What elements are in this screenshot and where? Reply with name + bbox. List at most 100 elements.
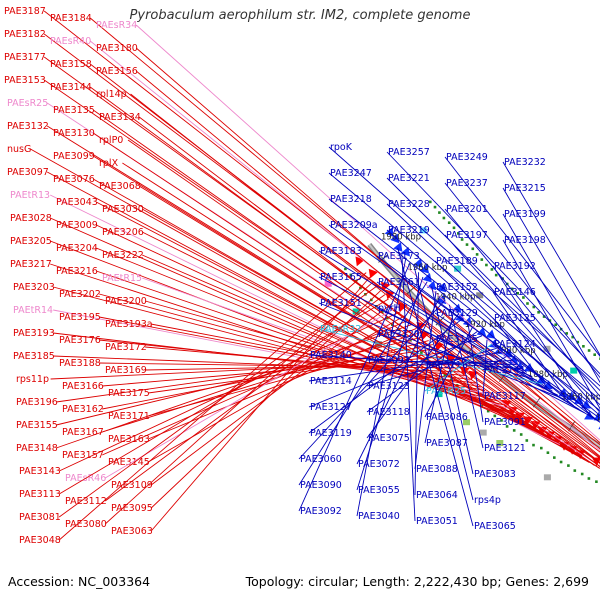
forward-callout-line: [50, 240, 532, 426]
forward-gene-label: PAE3156: [96, 66, 138, 77]
gc-skew-dot: [349, 273, 353, 277]
reverse-callout-line: [356, 276, 424, 491]
reverse-gene-label: PAE3197: [446, 230, 488, 241]
reverse-gene-label: PAEsR32: [320, 324, 361, 335]
gc-skew-dot: [490, 268, 494, 271]
forward-callout-line: [96, 270, 513, 413]
reverse-gene-arrow: [422, 272, 432, 283]
gc-skew-dot: [500, 419, 503, 422]
reverse-callout-line: [298, 281, 428, 486]
reverse-gene-label: PAE3060: [300, 454, 342, 465]
forward-gene-label: PAE3216: [56, 266, 98, 277]
cog-block: [543, 474, 551, 481]
forward-gene-label: PAE3193a: [105, 319, 153, 330]
gc-skew-dot: [553, 456, 556, 459]
gc-skew-dot: [546, 451, 550, 454]
reverse-callout-line: [356, 257, 407, 517]
reverse-gene-label: PAE3219: [388, 225, 430, 236]
cog-block: [463, 419, 470, 426]
forward-gene-label: PAE3200: [105, 296, 147, 307]
gc-skew-dot: [380, 310, 384, 314]
reverse-callout-line: [502, 161, 600, 329]
reverse-callout-line: [434, 338, 532, 377]
gc-skew-dot: [540, 446, 543, 450]
forward-callout-line: [138, 116, 600, 468]
forward-gene-label: PAE3166: [62, 381, 104, 392]
forward-gene-label: PAE3182: [4, 29, 46, 40]
reverse-gene-label: PAE3129: [436, 308, 478, 319]
forward-gene-label: PAE3113: [19, 489, 61, 500]
forward-gene-label: PAE3202: [59, 289, 101, 300]
forward-gene-label: PAE3193: [13, 328, 55, 339]
forward-gene-label: PAE3171: [108, 411, 150, 422]
reverse-gene-label: PAE3192: [494, 261, 536, 272]
reverse-callout-line: [492, 343, 527, 373]
gc-skew-dot: [565, 332, 568, 335]
reverse-gene-label: PAE3228: [388, 199, 430, 210]
gc-skew-dot: [537, 311, 540, 314]
reverse-gene-label: PAE3189: [436, 256, 478, 267]
forward-gene-label: PAEsR25: [7, 98, 48, 109]
forward-gene-label: PAEtR14: [13, 305, 53, 316]
gc-skew-dot: [587, 349, 591, 352]
gc-skew-dot: [525, 439, 529, 442]
kbp-tick-mark: [499, 371, 508, 382]
forward-gene-label: PAE3196: [16, 397, 58, 408]
reverse-gene-label: PAE3140: [310, 350, 352, 361]
forward-callout-line: [50, 359, 450, 380]
kbp-tick-label: 1860 kbp: [561, 393, 600, 403]
reverse-callout-line: [366, 313, 459, 439]
reverse-callout-line: [444, 208, 600, 398]
forward-gene-label: rpl14p: [96, 89, 127, 100]
forward-gene-label: PAE3068: [99, 181, 141, 192]
reverse-callout-line: [502, 213, 600, 384]
gc-skew-dot: [397, 328, 401, 331]
forward-gene-label: PAE3217: [10, 259, 52, 270]
forward-gene-label: PAE3184: [50, 13, 92, 24]
reverse-gene-label: PAE3161: [378, 277, 420, 288]
forward-gene-label: nusG: [7, 144, 31, 155]
forward-callout-line: [150, 276, 371, 532]
cog-block: [479, 429, 487, 436]
gc-skew-dot: [516, 292, 519, 295]
reverse-callout-line: [356, 295, 441, 465]
reverse-gene-label: PAE3055: [358, 485, 400, 496]
reverse-gene-label: PAE3040: [358, 511, 400, 522]
reverse-gene-label: PAE3151: [320, 298, 362, 309]
reverse-gene-label: PAE3087: [426, 438, 468, 449]
forward-callout-line: [102, 332, 421, 433]
backbone-highlight: [368, 243, 600, 447]
reverse-gene-label: PAE3117: [484, 391, 526, 402]
kbp-tick-label: 1920 kbp: [465, 320, 505, 330]
kbp-tick-label: 1980 kbp: [381, 233, 421, 243]
forward-gene-label: PAE3143: [19, 466, 61, 477]
forward-callout-line: [56, 336, 425, 426]
forward-gene-label: PAE3043: [56, 197, 98, 208]
cog-block: [496, 440, 504, 446]
cog-block: [454, 265, 462, 272]
gc-skew-dot: [542, 315, 546, 318]
reverse-gene-label: PAE3116: [426, 360, 468, 371]
gc-skew-dot: [457, 232, 460, 235]
forward-gene-label: PAE3177: [4, 52, 46, 63]
gc-skew-dot: [510, 287, 514, 291]
reverse-gene-label: PAE3120: [378, 329, 420, 340]
gc-skew-dot: [573, 469, 577, 472]
gc-skew-dot: [409, 339, 412, 343]
forward-gene-label: PAEtR13: [10, 190, 50, 201]
reverse-callout-line: [308, 317, 464, 434]
forward-callout-line: [50, 194, 561, 446]
gc-skew-dot: [475, 253, 479, 256]
forward-callout-line: [130, 93, 600, 464]
reverse-gene-label: PAE3221: [388, 173, 430, 184]
reverse-gene-arrow: [436, 282, 447, 293]
reverse-gene-label: PAE3218: [330, 194, 372, 205]
forward-gene-label: PAE3157: [62, 450, 104, 461]
accession-text: Accession: NC_003364: [8, 574, 151, 589]
reverse-callout-line: [424, 326, 473, 418]
gc-skew-dot: [420, 351, 423, 354]
forward-gene-label: PAE3204: [56, 243, 98, 254]
gc-skew-dot: [571, 335, 574, 339]
reverse-gene-label: PAE3121: [484, 443, 526, 454]
forward-callout-line: [89, 86, 600, 464]
